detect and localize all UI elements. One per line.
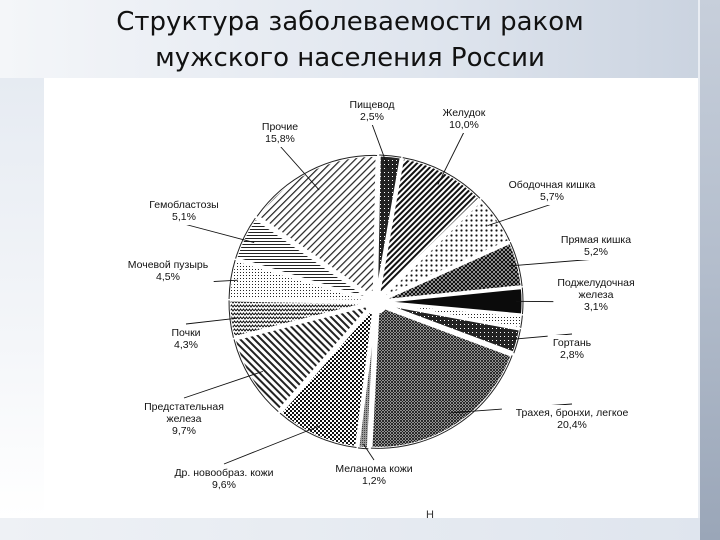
chart-footer: Н [426, 509, 434, 521]
slice-value-label-4: 5,2% [584, 246, 608, 258]
leader-line-11 [183, 370, 264, 399]
slice-name-label-5: железа [579, 289, 614, 301]
slice-label-bg-9 [331, 461, 417, 489]
slice-name-label-2: Желудок [443, 107, 486, 119]
right-decoration-line [698, 0, 700, 540]
slice-label-bg-2 [439, 105, 489, 133]
slice-label-bg-8 [501, 405, 643, 433]
slice-name-label-10: Др. новообраз. кожи [174, 467, 273, 479]
left-decoration [0, 78, 44, 518]
pie-slice-edge-7 [513, 329, 521, 354]
slide-title-line-2: мужского населения России [155, 43, 545, 73]
slice-value-label-2: 10,0% [449, 119, 479, 131]
slice-label-bg-4 [556, 232, 636, 260]
pie-slice-edge-13 [228, 259, 236, 299]
chart-panel: Пищевод 2,5% Желудок 10,0% Ободочная кишка 5,… [44, 88, 698, 521]
slice-value-label-11: 9,7% [172, 425, 196, 437]
slice-name-label-12: Почки [171, 327, 200, 339]
slice-label-bg-15 [258, 119, 302, 147]
pie-slice-edge-15 [256, 154, 378, 217]
leader-line-14 [183, 223, 255, 244]
slice-name-label-7: Гортань [553, 337, 592, 349]
leader-line-1 [371, 123, 390, 171]
leader-line-7 [510, 333, 573, 340]
slice-label-bg-10 [163, 465, 285, 493]
slice-label-bg-1 [347, 97, 397, 125]
slice-label-bg-11 [138, 399, 230, 439]
slice-label-bg-5 [553, 275, 639, 315]
slice-name-label-11: Предстательная [144, 401, 224, 413]
slice-value-label-14: 5,1% [172, 211, 196, 223]
slice-value-label-8: 20,4% [557, 419, 587, 431]
slice-value-label-3: 5,7% [540, 191, 564, 203]
leader-line-12 [185, 317, 238, 325]
leader-line-10 [223, 425, 321, 465]
slice-value-label-9: 1,2% [362, 475, 386, 487]
chart-footer-mark: Н [426, 509, 434, 518]
slice-name-label-8: Трахея, бронхи, легкое [516, 407, 629, 419]
leader-line-3 [487, 203, 553, 226]
pie-slice-edge-8 [370, 355, 513, 449]
pie-center-hub [364, 290, 388, 314]
slice-name-label-9: Меланома кожи [335, 463, 412, 475]
slice-value-label-13: 4,5% [156, 271, 180, 283]
slice-name-label-1: Пищевод [350, 99, 395, 111]
slide-title-line-1: Структура заболеваемости раком [116, 7, 584, 37]
pie-slice-edge-10 [279, 412, 357, 449]
leader-line-4 [511, 258, 597, 267]
slice-label-bg-12 [167, 325, 205, 353]
slice-value-label-15: 15,8% [265, 133, 295, 145]
slice-label-bg-14 [144, 197, 224, 225]
leader-line-9 [363, 443, 375, 461]
leader-line-15 [279, 145, 320, 191]
slice-label-bg-7 [547, 335, 597, 363]
slice-value-label-7: 2,8% [560, 349, 584, 361]
slice-label-bg-13 [122, 257, 214, 285]
slide-title: Структура заболеваемости раком мужского … [60, 4, 640, 76]
pie-slice-edge-3 [480, 199, 511, 242]
leader-line-2 [437, 131, 465, 185]
pie-slice-edge-4 [509, 242, 523, 287]
slice-name-label-11: железа [167, 413, 202, 425]
slice-value-label-1: 2,5% [360, 111, 384, 123]
slice-name-label-14: Гемобластозы [149, 199, 218, 211]
slice-name-label-13: Мочевой пузырь [128, 259, 209, 271]
bottom-decoration [0, 518, 700, 540]
slice-name-label-5: Поджелудочная [557, 277, 634, 289]
slice-name-label-4: Прямая кишка [561, 234, 631, 246]
pie-slice-edge-1 [379, 154, 402, 158]
slice-value-label-5: 3,1% [584, 301, 608, 313]
pie-slice-edge-11 [233, 339, 279, 412]
pie-slice-edge-14 [235, 217, 256, 259]
slice-label-bg-3 [503, 177, 601, 205]
pie-slices [227, 153, 525, 451]
slice-name-label-15: Прочие [262, 121, 298, 133]
header-band [0, 0, 720, 78]
slice-name-label-3: Ободочная кишка [509, 179, 596, 191]
slice-value-label-10: 9,6% [212, 479, 236, 491]
slice-value-label-12: 4,3% [174, 339, 198, 351]
right-decoration [700, 0, 720, 540]
